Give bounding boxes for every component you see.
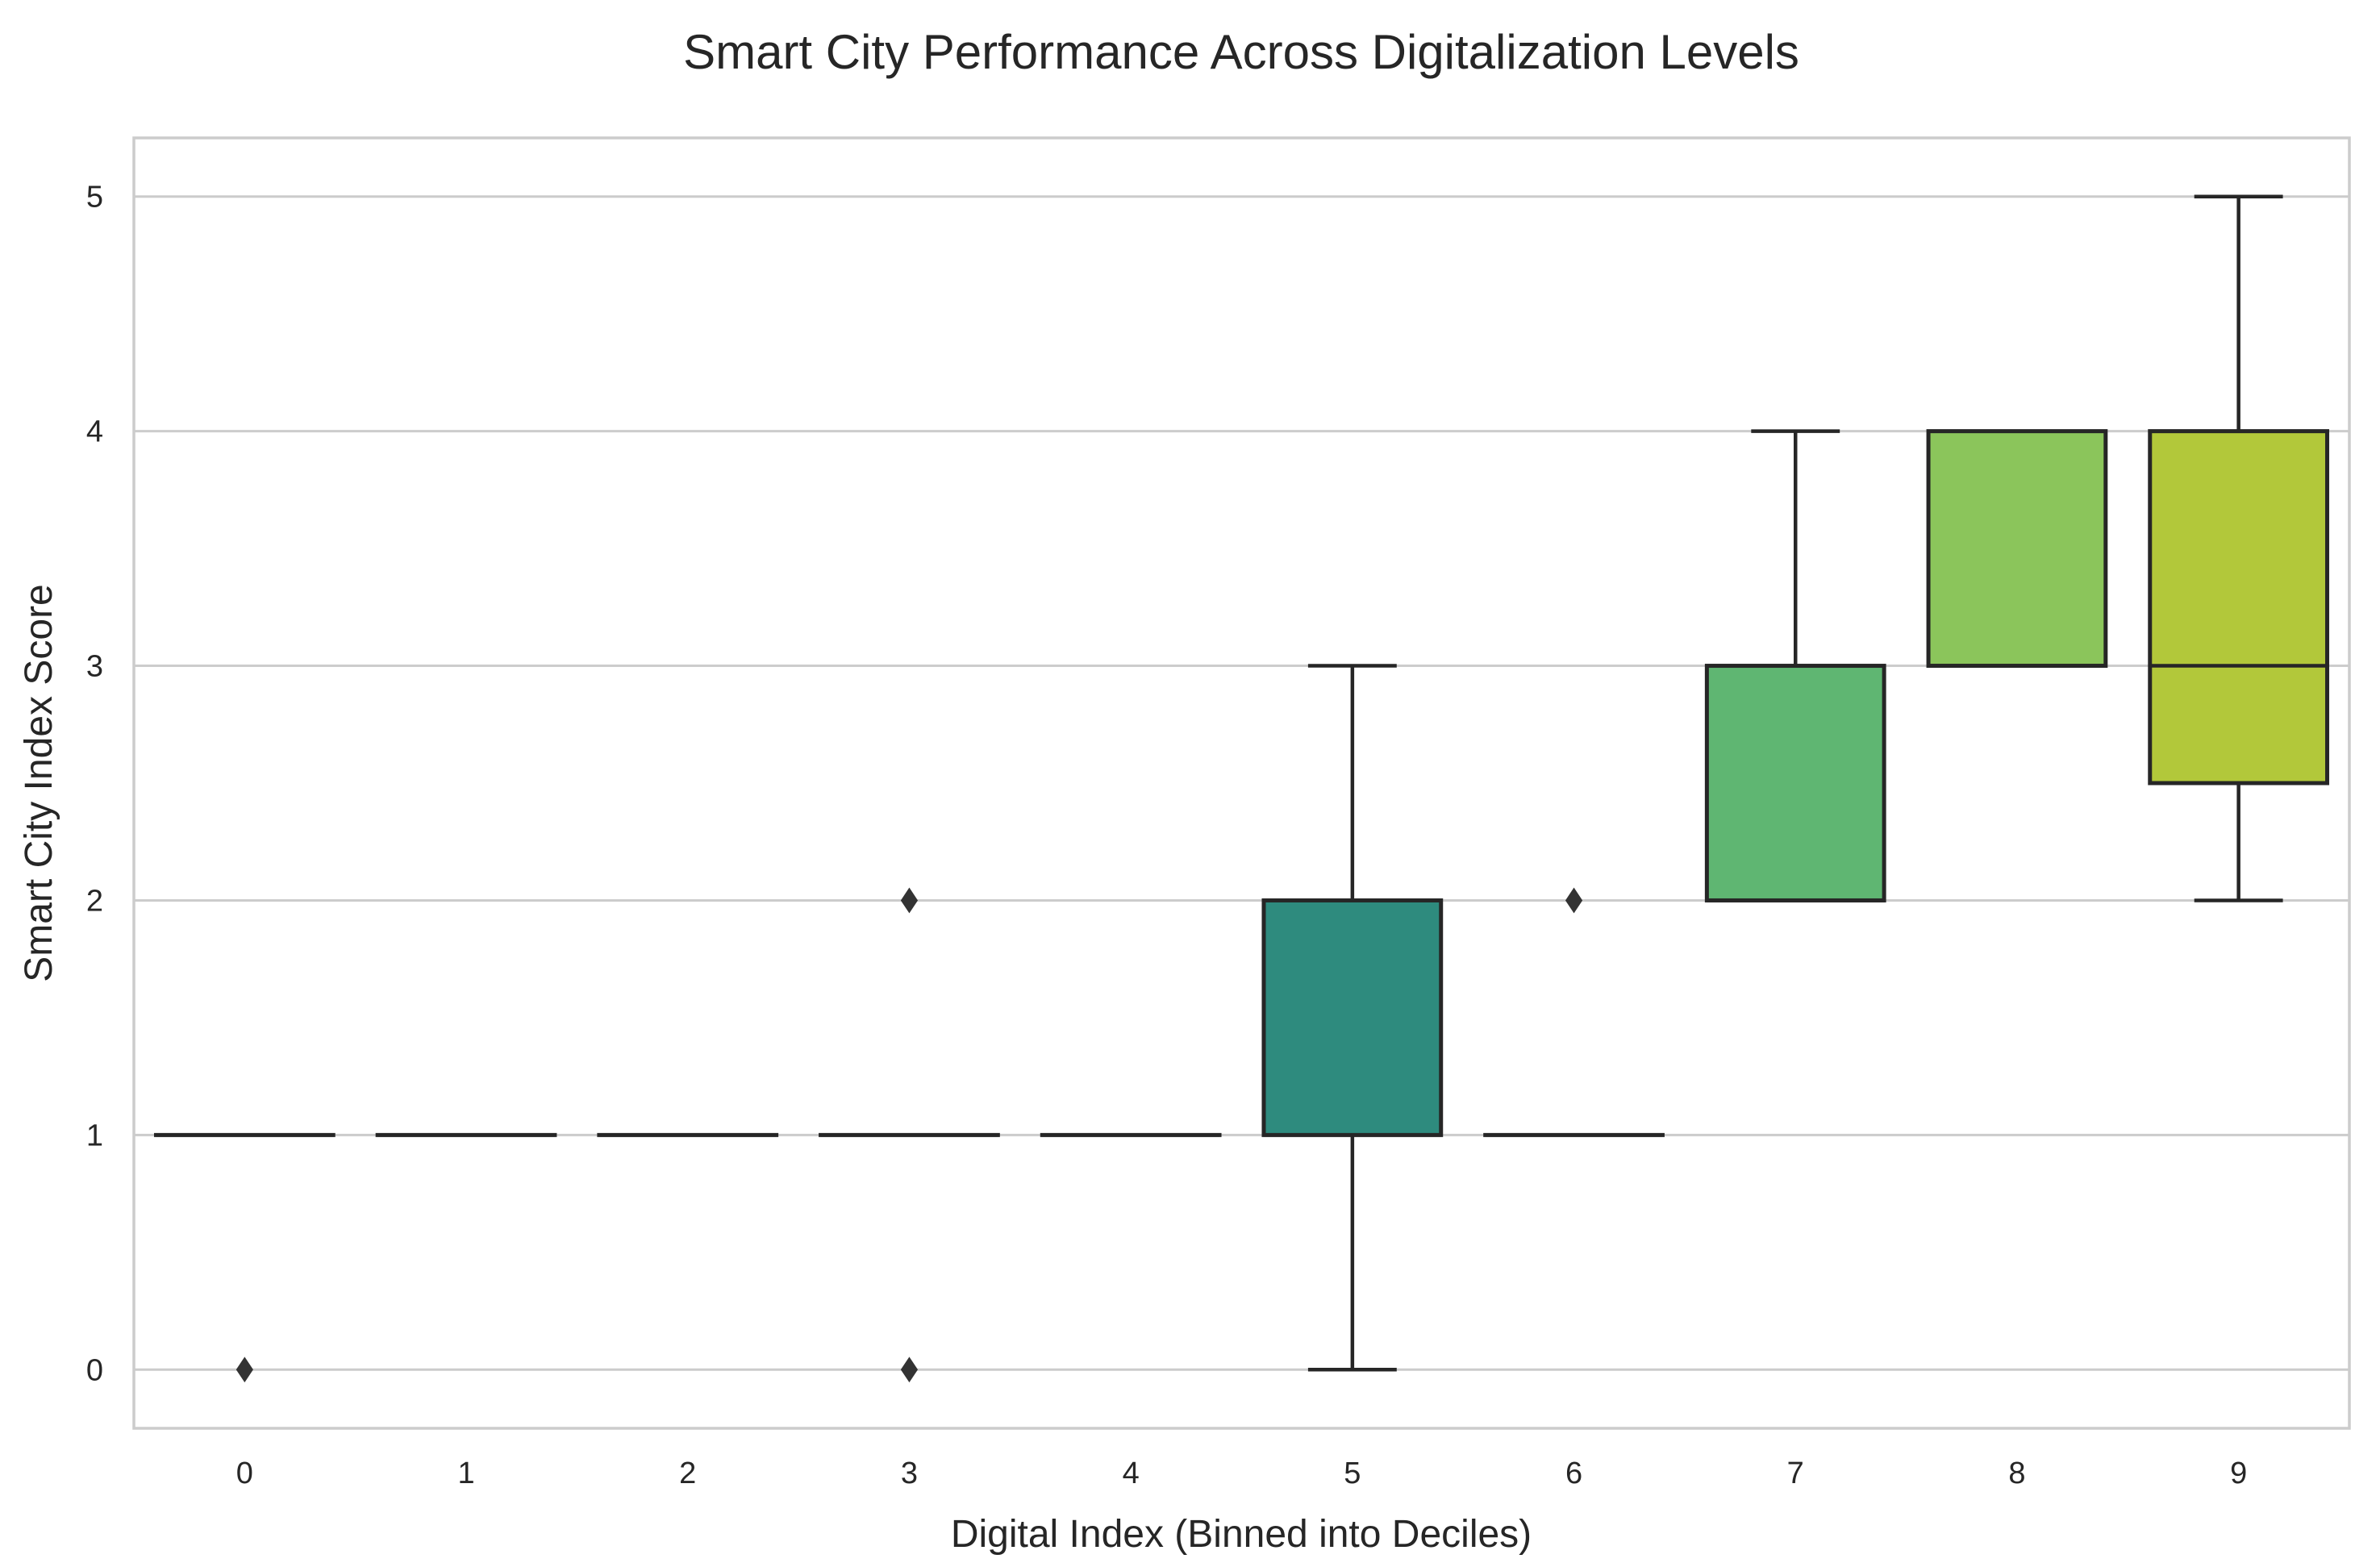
plot-frame (134, 138, 2349, 1428)
y-tick-label-1: 1 (86, 1119, 103, 1152)
y-tick-labels: 0 1 2 3 4 5 (86, 181, 103, 1388)
box-group-0 (156, 1135, 333, 1382)
chart-title: Smart City Performance Across Digitaliza… (683, 25, 1799, 79)
box-iqr (1928, 431, 2106, 666)
outlier-marker (236, 1357, 252, 1382)
x-tick-label-1: 1 (457, 1457, 474, 1490)
y-tick-label-3: 3 (86, 650, 103, 684)
y-tick-label-0: 0 (86, 1353, 103, 1387)
x-tick-labels: 0 1 2 3 4 5 6 7 8 9 (236, 1457, 2247, 1490)
boxes-layer (156, 197, 2327, 1382)
y-axis-label: Smart City Index Score (18, 584, 60, 982)
x-tick-label-9: 9 (2230, 1457, 2247, 1490)
x-tick-label-2: 2 (679, 1457, 696, 1490)
y-tick-label-4: 4 (86, 415, 103, 449)
box-group-7 (1707, 431, 1884, 901)
outlier-marker (901, 888, 917, 912)
box-group-8 (1928, 431, 2106, 666)
x-tick-label-3: 3 (901, 1457, 918, 1490)
x-axis-label: Digital Index (Binned into Deciles) (951, 1513, 1532, 1556)
box-group-3 (821, 888, 998, 1382)
x-tick-label-8: 8 (2008, 1457, 2025, 1490)
y-tick-label-5: 5 (86, 181, 103, 215)
box-iqr (1264, 900, 1441, 1135)
box-iqr (2150, 431, 2328, 783)
outlier-marker (901, 1357, 917, 1382)
box-group-9 (2150, 197, 2328, 901)
x-tick-label-4: 4 (1123, 1457, 1140, 1490)
x-tick-label-7: 7 (1787, 1457, 1804, 1490)
x-tick-label-5: 5 (1344, 1457, 1361, 1490)
x-tick-label-0: 0 (236, 1457, 253, 1490)
box-group-6 (1486, 888, 1663, 1135)
x-tick-label-6: 6 (1565, 1457, 1582, 1490)
y-tick-label-2: 2 (86, 884, 103, 918)
box-iqr (1707, 666, 1884, 901)
box-group-5 (1264, 666, 1441, 1370)
grid-lines (134, 197, 2349, 1370)
outlier-marker (1566, 888, 1582, 912)
